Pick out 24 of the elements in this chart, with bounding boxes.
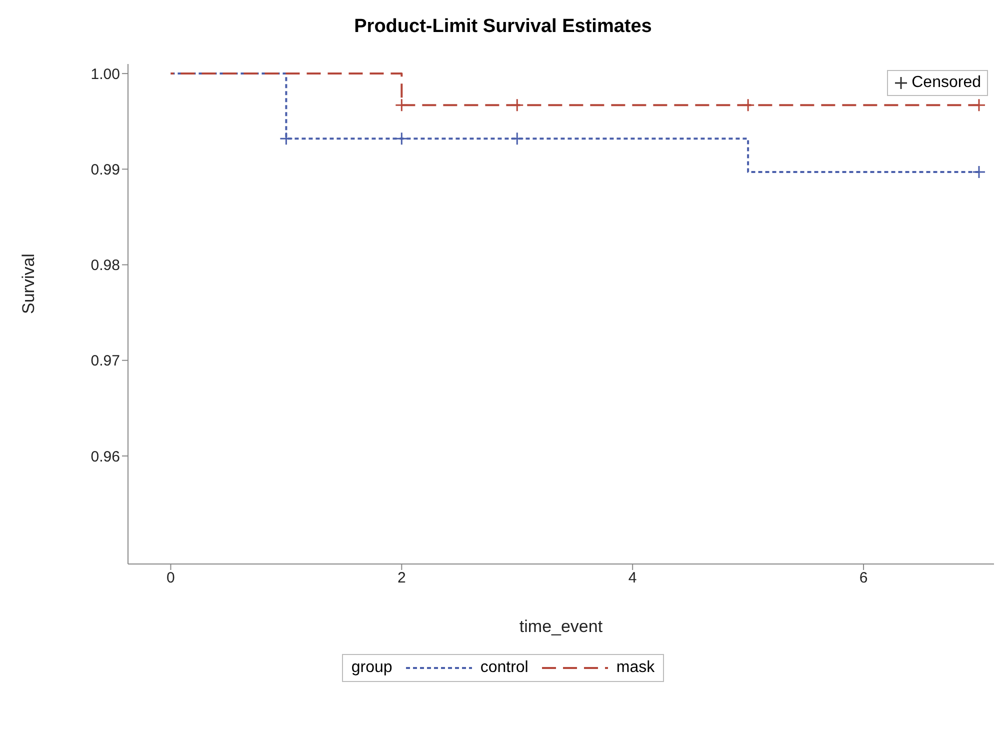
point (279, 132, 293, 146)
legend-label: control (480, 659, 528, 677)
legend-label: mask (616, 659, 655, 677)
point (394, 98, 408, 112)
point (972, 98, 986, 112)
point (510, 98, 524, 112)
x-tick-label: 6 (859, 570, 868, 587)
y-tick-label: 0.97 (90, 352, 120, 370)
y-tick-label: 0.98 (90, 257, 120, 274)
point (394, 132, 408, 146)
x-tick-label: 2 (397, 570, 406, 587)
x-tick-label: 4 (628, 570, 637, 587)
y-tick-label: 0.99 (90, 161, 120, 178)
x-tick-label: 0 (166, 570, 175, 587)
point (510, 132, 524, 146)
point (741, 98, 755, 112)
legend-title: group (351, 659, 392, 677)
chart-title: Product-Limit Survival Estimates (353, 15, 653, 39)
y-tick-label: 1.00 (90, 66, 120, 83)
x-axis-title: time_event (519, 617, 603, 636)
y-tick-label: 0.96 (90, 448, 120, 466)
y-axis-title: Survival (19, 254, 38, 314)
series-label: Censored (912, 74, 981, 92)
point (972, 165, 986, 179)
